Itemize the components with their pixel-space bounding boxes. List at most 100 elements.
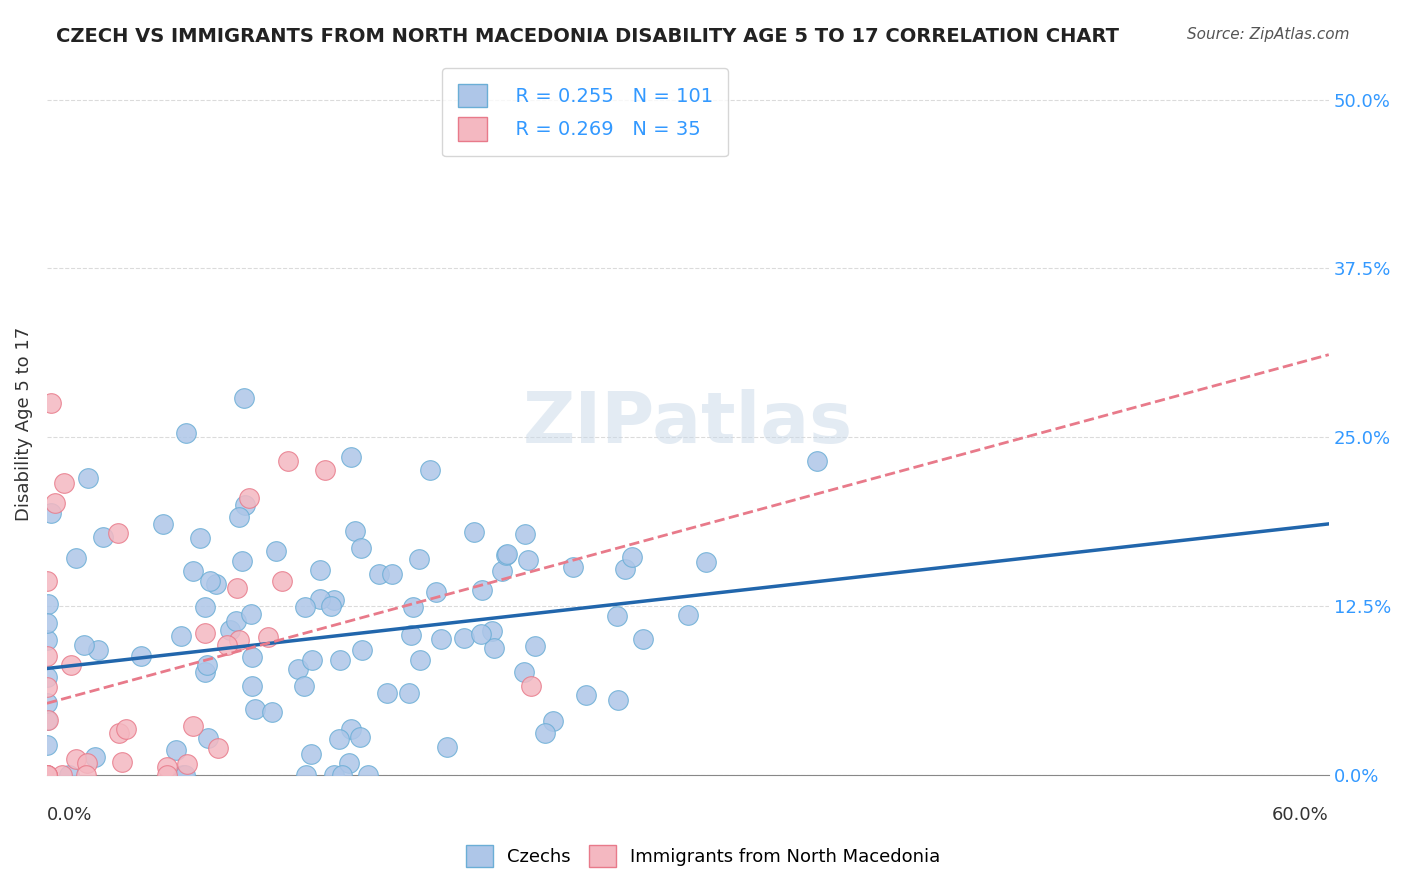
Point [35, 680, 58, 694]
Point [52, 475, 75, 490]
Point [277, 454, 299, 468]
Legend:   R = 0.255   N = 101,   R = 0.269   N = 35: R = 0.255 N = 101, R = 0.269 N = 35 [443, 68, 728, 156]
Point [197, 731, 219, 746]
Point [44, 496, 66, 510]
Point [35, 670, 58, 684]
Point [375, 686, 398, 700]
Point [181, 564, 204, 578]
Point [35, 649, 58, 664]
Point [232, 391, 254, 405]
Point [294, 600, 316, 615]
Point [806, 453, 828, 467]
Point [562, 560, 585, 574]
Point [194, 599, 217, 614]
Point [228, 632, 250, 647]
Point [453, 631, 475, 645]
Point [115, 722, 138, 736]
Point [299, 747, 322, 761]
Point [217, 638, 239, 652]
Point [523, 640, 546, 654]
Point [607, 693, 630, 707]
Point [495, 548, 517, 562]
Point [314, 463, 336, 477]
Point [37, 714, 59, 728]
Point [463, 525, 485, 540]
Point [343, 524, 366, 538]
Point [65, 551, 87, 566]
Point [39, 506, 62, 520]
Point [301, 653, 323, 667]
Point [367, 566, 389, 581]
Point [482, 641, 505, 656]
Point [381, 566, 404, 581]
Point [409, 653, 432, 667]
Point [156, 767, 179, 781]
Point [678, 608, 700, 623]
Point [401, 628, 423, 642]
Point [337, 756, 360, 771]
Point [357, 767, 380, 781]
Point [340, 722, 363, 736]
Point [332, 767, 354, 781]
Point [322, 767, 344, 781]
Point [58, 767, 80, 781]
Point [243, 702, 266, 716]
Point [86, 643, 108, 657]
Point [226, 582, 249, 596]
Text: 0.0%: 0.0% [46, 806, 93, 824]
Text: Source: ZipAtlas.com: Source: ZipAtlas.com [1187, 27, 1350, 42]
Point [513, 665, 536, 679]
Point [225, 614, 247, 628]
Point [174, 767, 197, 781]
Point [257, 630, 280, 644]
Point [194, 665, 217, 679]
Point [84, 750, 107, 764]
Point [76, 471, 98, 485]
Legend: Czechs, Immigrants from North Macedonia: Czechs, Immigrants from North Macedonia [458, 838, 948, 874]
Point [430, 632, 453, 647]
Point [517, 552, 540, 566]
Point [35, 767, 58, 781]
Point [340, 450, 363, 465]
Point [419, 463, 441, 477]
Point [35, 633, 58, 648]
Point [319, 599, 342, 613]
Point [181, 719, 204, 733]
Point [204, 577, 226, 591]
Point [606, 609, 628, 624]
Point [35, 767, 58, 781]
Point [614, 562, 637, 576]
Point [425, 584, 447, 599]
Point [51, 767, 73, 781]
Point [238, 491, 260, 505]
Point [436, 740, 458, 755]
Text: CZECH VS IMMIGRANTS FROM NORTH MACEDONIA DISABILITY AGE 5 TO 17 CORRELATION CHAR: CZECH VS IMMIGRANTS FROM NORTH MACEDONIA… [56, 27, 1119, 45]
Point [328, 731, 350, 746]
Point [471, 582, 494, 597]
Point [152, 517, 174, 532]
Point [233, 499, 256, 513]
Point [398, 686, 420, 700]
Point [329, 653, 352, 667]
Point [73, 638, 96, 652]
Point [35, 767, 58, 781]
Point [156, 760, 179, 774]
Point [207, 740, 229, 755]
Point [574, 688, 596, 702]
Point [176, 426, 198, 441]
Y-axis label: Disability Age 5 to 17: Disability Age 5 to 17 [15, 326, 32, 521]
Point [541, 714, 564, 729]
Point [107, 526, 129, 541]
Point [401, 600, 423, 615]
Point [271, 574, 294, 588]
Point [228, 509, 250, 524]
Point [39, 396, 62, 410]
Point [264, 544, 287, 558]
Point [35, 697, 58, 711]
Point [35, 616, 58, 631]
Text: 60.0%: 60.0% [1272, 806, 1329, 824]
Point [519, 679, 541, 693]
Point [200, 574, 222, 588]
Point [481, 624, 503, 638]
Point [188, 531, 211, 545]
